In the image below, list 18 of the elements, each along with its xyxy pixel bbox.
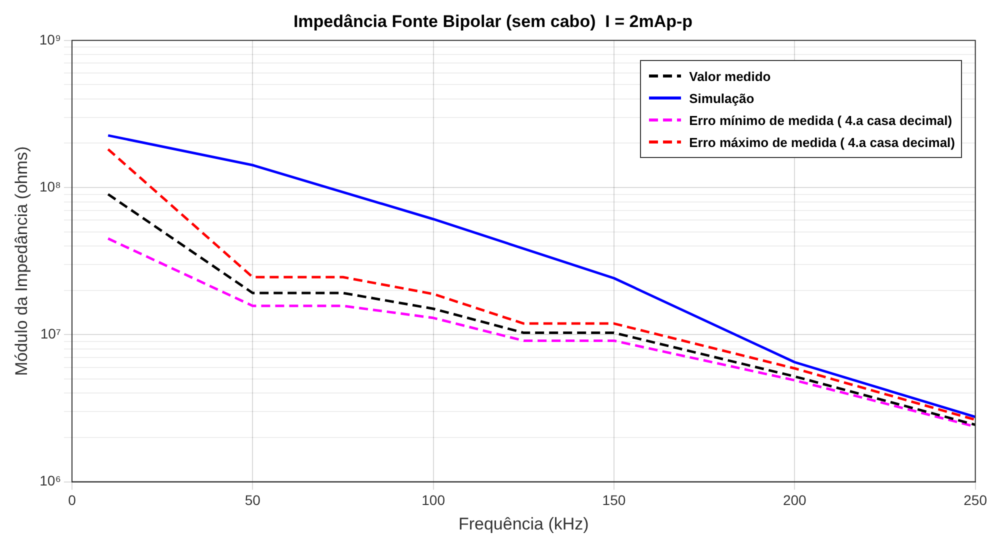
legend-label: Valor medido (689, 68, 771, 84)
chart-title: Impedância Fonte Bipolar (sem cabo) I = 2mAp-p (293, 12, 693, 31)
x-tick-label: 50 (244, 492, 261, 508)
x-axis-title: Frequência (kHz) (458, 514, 589, 534)
x-tick-label: 100 (422, 492, 446, 508)
x-tick-label: 250 (964, 492, 988, 508)
legend-label: Simulação (689, 90, 754, 106)
x-tick-label: 200 (782, 492, 807, 508)
legend-label: Erro mínimo de medida ( 4.a casa decimal) (689, 112, 952, 128)
x-tick-label: 150 (602, 492, 626, 508)
y-tick-label: 10⁶ (40, 472, 61, 489)
y-tick-label: 10⁷ (40, 326, 61, 342)
line-series (106, 193, 976, 426)
legend-label: Erro máximo de medida ( 4.a casa decimal) (689, 134, 955, 150)
y-tick-label: 10⁸ (39, 178, 62, 194)
y-axis-title: Módulo da Impedância (ohms) (12, 146, 31, 376)
y-tick-label: 10⁹ (39, 31, 61, 48)
x-tick-label: 0 (68, 492, 76, 508)
